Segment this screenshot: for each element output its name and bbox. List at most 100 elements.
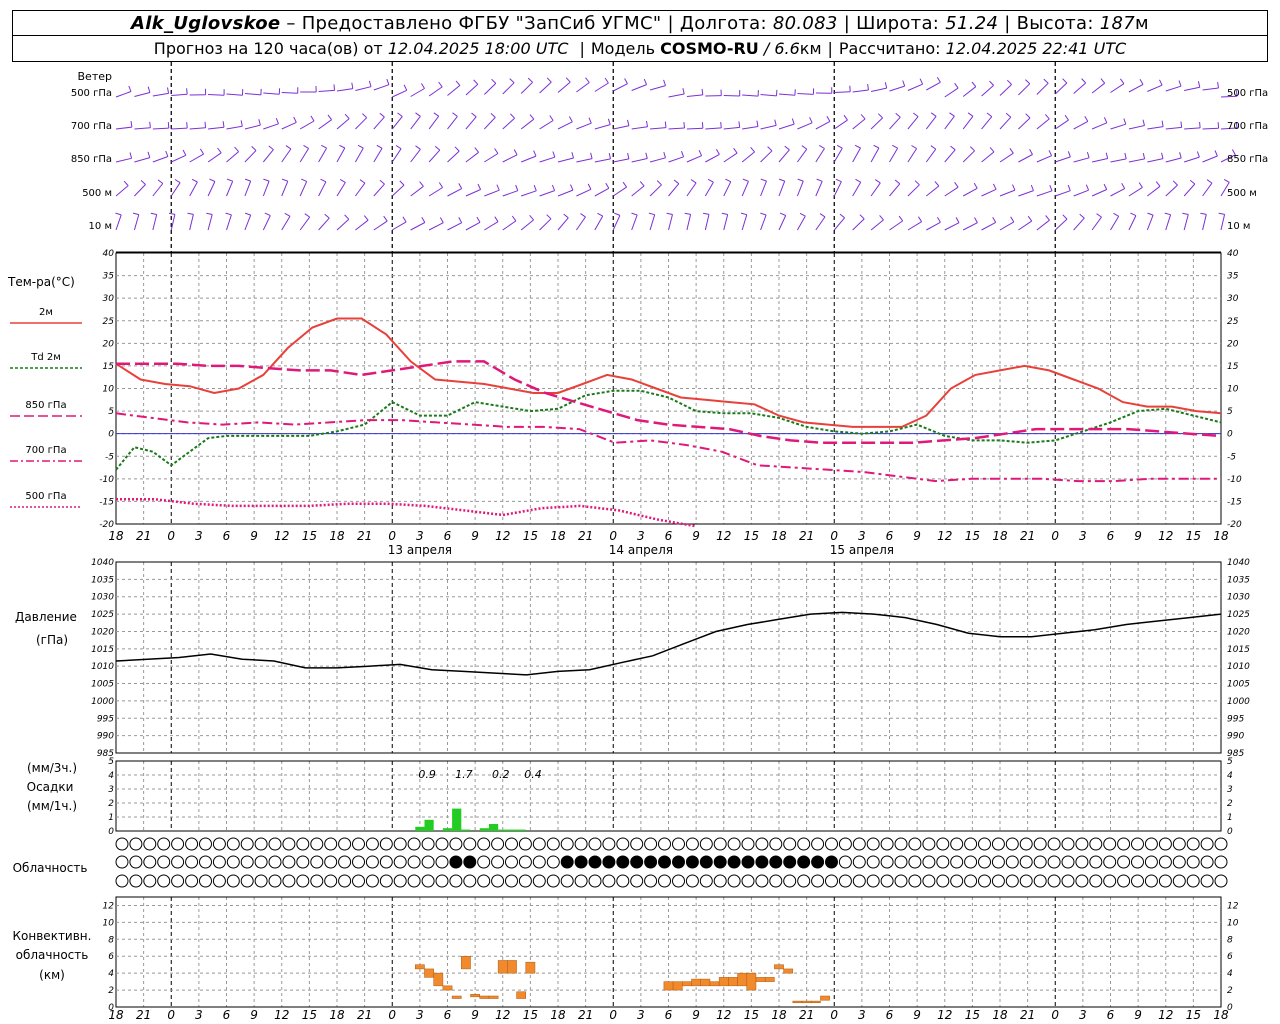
- wind-barb: [962, 150, 975, 163]
- wind-barb: [686, 127, 703, 130]
- y-tick-right: 3: [1227, 785, 1233, 795]
- cloud-cover-circle: [1047, 837, 1061, 851]
- hour-label-bottom: 18: [329, 1008, 345, 1022]
- wind-barb: [1073, 120, 1089, 130]
- conv-cloud-segment: [424, 968, 434, 978]
- wind-barb-flag: [1235, 122, 1238, 129]
- hour-label-bottom: 18: [992, 1008, 1008, 1022]
- wind-barb-flag: [917, 216, 923, 222]
- wind-barb-flag: [733, 147, 738, 154]
- cloud-cover-circle: [407, 874, 421, 888]
- wind-barb: [539, 120, 554, 130]
- cloud-cover-circle: [866, 874, 880, 888]
- wind-barb-flag: [1010, 216, 1015, 223]
- wind-barb: [999, 189, 1016, 197]
- wind-barb: [1165, 85, 1182, 92]
- wind-barb: [778, 123, 795, 130]
- hour-label-bottom: 21: [357, 1008, 372, 1022]
- hour-label-top: 21: [136, 529, 151, 543]
- cloud-cover-circle: [783, 874, 797, 888]
- wind-barb: [262, 215, 271, 231]
- cloud-cover-circle: [991, 855, 1005, 869]
- wind-barb: [1110, 123, 1126, 130]
- wind-barb-flag: [624, 78, 628, 84]
- model-name: COSMO-RU: [660, 39, 759, 58]
- y-tick-right: 1030: [1227, 593, 1250, 603]
- cloud-cover-circle: [268, 855, 282, 869]
- hour-label-top: 15: [302, 529, 317, 543]
- wind-barb-flag: [515, 184, 519, 191]
- cloud-cover-circle: [1061, 855, 1075, 869]
- cloud-title: Облачность: [13, 861, 88, 875]
- cloud-cover-circle: [630, 874, 644, 888]
- wind-barb-flag: [967, 112, 974, 117]
- wind-barb-flag: [527, 77, 533, 83]
- wind-barb-flag: [376, 144, 383, 149]
- wind-barb: [207, 181, 216, 197]
- wind-barb: [539, 190, 555, 197]
- cloud-cover-circle: [991, 874, 1005, 888]
- wind-barb: [870, 117, 883, 130]
- hour-label-top: 21: [1020, 529, 1035, 543]
- cloud-cover-circle: [1172, 855, 1186, 869]
- cloud-cover-circle: [560, 855, 574, 869]
- cloud-cover-circle: [393, 837, 407, 851]
- wind-barb-flag: [439, 217, 444, 223]
- wind-barb-flag: [174, 179, 181, 184]
- wind-barb: [1165, 184, 1178, 197]
- wind-barb: [410, 88, 425, 97]
- conv-cloud-segment: [507, 960, 517, 974]
- cloud-cover-circle: [1214, 855, 1228, 869]
- wind-barb-flag: [663, 151, 666, 158]
- wind-barb-flag: [362, 113, 368, 119]
- cloud-layer: [115, 837, 1228, 888]
- hour-label-bottom: 18: [1213, 1008, 1229, 1022]
- wind-barb: [484, 221, 499, 231]
- wind-barb: [465, 116, 477, 130]
- cloud-cover-circle: [880, 874, 894, 888]
- cloud-cover-circle: [922, 855, 936, 869]
- wind-barb: [521, 190, 537, 197]
- wind-barb: [1091, 189, 1107, 197]
- cloud-cover-circle: [811, 874, 825, 888]
- cloud-cover-circle: [393, 874, 407, 888]
- cloud-cover-circle: [240, 837, 254, 851]
- wind-barb: [1147, 158, 1164, 163]
- cloud-cover-circle: [393, 855, 407, 869]
- wind-barb-flag: [859, 214, 865, 220]
- cloud-cover-circle: [783, 837, 797, 851]
- cloud-cover-circle: [282, 837, 296, 851]
- hour-label-top: 21: [357, 529, 372, 543]
- wind-barb-flag: [129, 152, 133, 159]
- cloud-cover-circle: [1089, 855, 1103, 869]
- cloud-cover-circle: [602, 837, 616, 851]
- cloud-cover-circle: [1005, 837, 1019, 851]
- y-tick-left: 10: [103, 385, 115, 395]
- wind-barb-flag: [1142, 152, 1146, 160]
- wind-barb: [1184, 127, 1201, 130]
- y-tick-right: 1000: [1227, 697, 1250, 707]
- hour-label-bottom: 6: [1107, 1008, 1115, 1022]
- conv-cloud-segment: [700, 978, 711, 987]
- wind-barb-flag: [703, 212, 710, 215]
- wind-barb: [207, 214, 213, 231]
- wind-barb: [852, 181, 862, 197]
- hour-label-top: 15: [744, 529, 759, 543]
- wind-barb-flag: [1029, 149, 1033, 155]
- hour-label-bottom: 21: [578, 1008, 593, 1022]
- wind-barb: [539, 156, 555, 163]
- cloud-cover-circle: [324, 837, 338, 851]
- wind-barb-flag: [791, 118, 795, 125]
- wind-barb-flag: [571, 152, 574, 159]
- wind-barb: [668, 214, 673, 231]
- y-tick-left: 6: [108, 952, 114, 962]
- hour-label-bottom: 9: [250, 1008, 258, 1022]
- wind-level-right: 10 м: [1227, 221, 1250, 232]
- precip-bar: [415, 826, 425, 831]
- cloud-cover-circle: [658, 855, 671, 869]
- precip-bar: [442, 828, 453, 831]
- wind-level-left: 500 гПа: [71, 88, 112, 99]
- hour-label-top: 0: [388, 529, 396, 543]
- cloud-cover-circle: [1019, 855, 1033, 869]
- wind-barb: [613, 83, 628, 92]
